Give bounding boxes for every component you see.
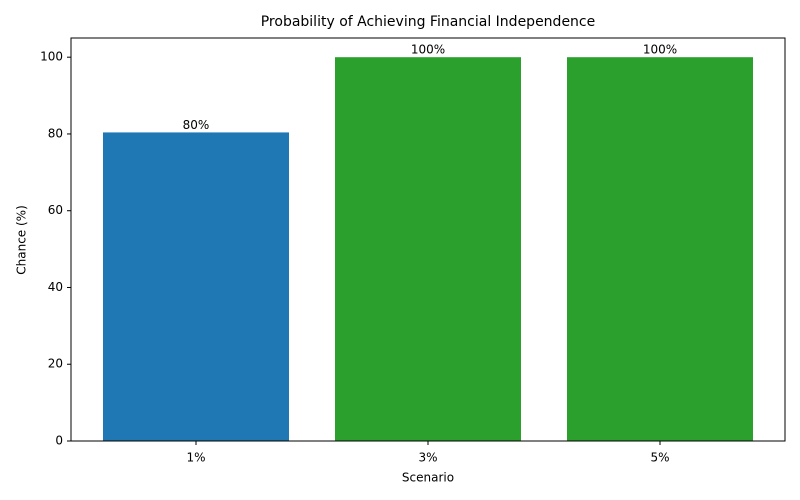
y-axis-label: Chance (%) [15, 205, 29, 275]
x-axis-label: Scenario [402, 471, 454, 485]
y-tick-label: 0 [55, 434, 63, 448]
value-label: 100% [411, 43, 445, 57]
bar [335, 57, 521, 441]
value-label: 80% [183, 118, 210, 132]
x-tick-label: 1% [186, 451, 205, 465]
y-tick-label: 100 [40, 50, 63, 64]
x-tick-label: 3% [418, 451, 437, 465]
y-tick-label: 40 [48, 280, 63, 294]
x-tick-label: 5% [650, 451, 669, 465]
value-label: 100% [643, 43, 677, 57]
y-tick-label: 20 [48, 357, 63, 371]
chart-title: Probability of Achieving Financial Indep… [261, 14, 596, 30]
y-tick-label: 60 [48, 203, 63, 217]
y-tick-label: 80 [48, 126, 63, 140]
bar [103, 132, 289, 441]
plot-frame [70, 37, 786, 442]
bar [567, 57, 753, 441]
